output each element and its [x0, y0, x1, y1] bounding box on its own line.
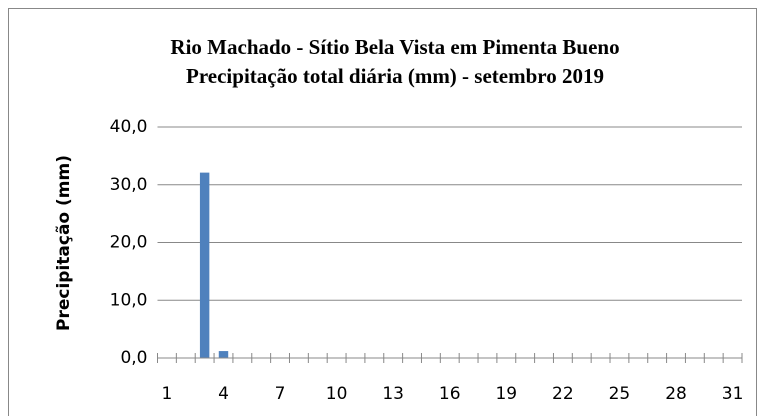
y-tick-label: 40,0: [110, 117, 148, 137]
x-tick-label: 10: [326, 384, 348, 404]
y-tick-label: 0,0: [120, 348, 147, 368]
bar: [199, 172, 210, 358]
x-tick-label: 13: [382, 384, 404, 404]
x-tick-label: 28: [665, 384, 687, 404]
x-tick-label: 4: [218, 384, 229, 404]
x-tick-label: 22: [552, 384, 574, 404]
y-tick-label: 10,0: [110, 290, 148, 310]
chart-frame: [8, 8, 757, 416]
y-tick-label: 30,0: [110, 175, 148, 195]
x-tick-label: 7: [275, 384, 286, 404]
x-tick-label: 16: [439, 384, 461, 404]
chart-title: Rio Machado - Sítio Bela Vista em Piment…: [170, 35, 619, 59]
y-axis-label: Precipitação (mm): [54, 155, 74, 331]
x-tick-label: 31: [722, 384, 744, 404]
x-tick-label: 1: [162, 384, 173, 404]
x-tick-label: 25: [609, 384, 631, 404]
x-tick-label: 19: [495, 384, 517, 404]
bar: [218, 351, 229, 358]
y-tick-label: 20,0: [110, 233, 148, 253]
chart-subtitle: Precipitação total diária (mm) - setembr…: [186, 64, 604, 88]
